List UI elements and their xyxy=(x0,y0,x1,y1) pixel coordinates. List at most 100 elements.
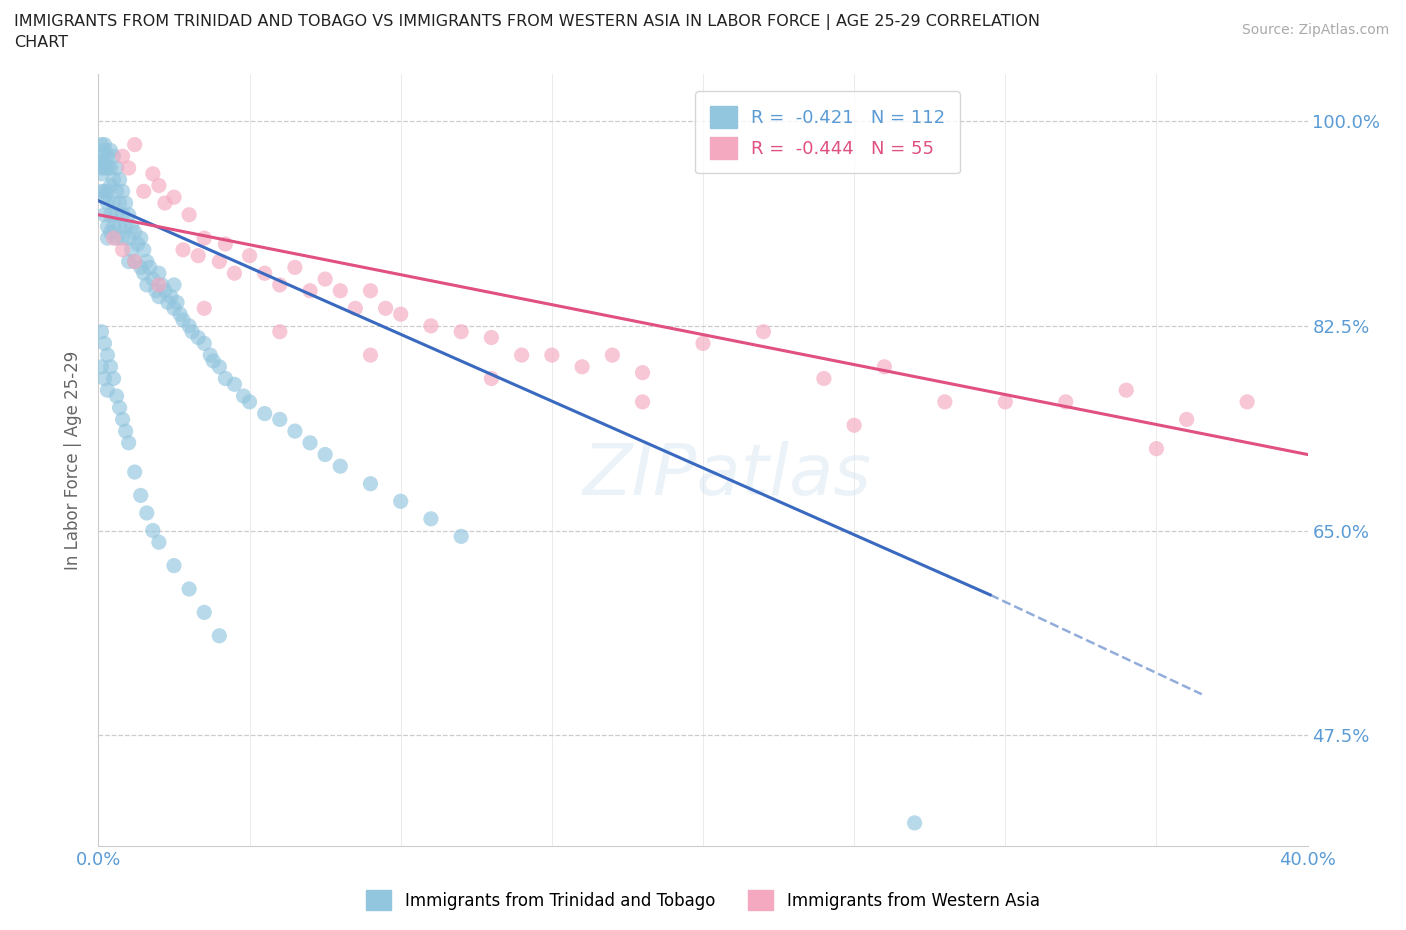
Point xyxy=(752,325,775,339)
Point xyxy=(1115,383,1137,398)
Point xyxy=(105,184,128,199)
Point xyxy=(90,359,112,374)
Point xyxy=(602,348,624,363)
Y-axis label: In Labor Force | Age 25-29: In Labor Force | Age 25-29 xyxy=(65,351,83,570)
Point xyxy=(96,231,118,246)
Point xyxy=(124,254,146,269)
Point xyxy=(389,494,412,509)
Point xyxy=(96,161,118,176)
Point xyxy=(103,371,125,386)
Point xyxy=(193,604,215,619)
Point xyxy=(111,412,134,427)
Point xyxy=(93,207,115,222)
Point xyxy=(179,581,201,596)
Legend: R =  -0.421   N = 112, R =  -0.444   N = 55: R = -0.421 N = 112, R = -0.444 N = 55 xyxy=(696,91,960,173)
Point xyxy=(172,312,194,327)
Point xyxy=(224,266,246,281)
Point xyxy=(148,277,170,292)
Point xyxy=(269,277,291,292)
Point xyxy=(135,277,157,292)
Point xyxy=(224,377,246,392)
Point xyxy=(145,284,167,299)
Point xyxy=(118,231,141,246)
Point xyxy=(200,348,222,363)
Point xyxy=(96,348,118,363)
Point xyxy=(253,406,276,421)
Point xyxy=(132,266,155,281)
Point xyxy=(124,254,146,269)
Text: Source: ZipAtlas.com: Source: ZipAtlas.com xyxy=(1241,23,1389,37)
Point xyxy=(105,231,128,246)
Point xyxy=(111,149,134,164)
Point xyxy=(934,394,956,409)
Point xyxy=(96,219,118,233)
Point xyxy=(148,289,170,304)
Point xyxy=(105,389,128,404)
Point xyxy=(450,529,472,544)
Point xyxy=(156,295,179,310)
Point xyxy=(269,412,291,427)
Point xyxy=(187,330,209,345)
Point xyxy=(93,137,115,152)
Point xyxy=(360,348,382,363)
Point xyxy=(129,260,152,275)
Point xyxy=(132,184,155,199)
Point xyxy=(111,184,134,199)
Point xyxy=(111,231,134,246)
Point xyxy=(299,284,322,299)
Point xyxy=(108,219,131,233)
Point xyxy=(118,207,141,222)
Point xyxy=(124,225,146,240)
Point xyxy=(269,325,291,339)
Point xyxy=(148,535,170,550)
Point xyxy=(420,318,443,333)
Point xyxy=(118,254,141,269)
Point xyxy=(96,149,118,164)
Point xyxy=(90,166,112,181)
Point xyxy=(510,348,533,363)
Point xyxy=(1236,394,1258,409)
Point xyxy=(100,359,122,374)
Point xyxy=(135,254,157,269)
Point xyxy=(114,219,136,233)
Point xyxy=(132,243,155,258)
Point xyxy=(163,558,186,573)
Point xyxy=(103,172,125,187)
Point xyxy=(93,371,115,386)
Point xyxy=(208,629,231,644)
Point xyxy=(93,143,115,158)
Point xyxy=(153,195,176,210)
Point xyxy=(481,371,503,386)
Text: IMMIGRANTS FROM TRINIDAD AND TOBAGO VS IMMIGRANTS FROM WESTERN ASIA IN LABOR FOR: IMMIGRANTS FROM TRINIDAD AND TOBAGO VS I… xyxy=(14,14,1040,30)
Point xyxy=(103,195,125,210)
Point xyxy=(100,207,122,222)
Point xyxy=(142,272,165,286)
Point xyxy=(193,336,215,351)
Point xyxy=(187,248,209,263)
Point xyxy=(127,236,149,251)
Point xyxy=(90,184,112,199)
Point xyxy=(90,325,112,339)
Point xyxy=(90,149,112,164)
Point xyxy=(96,195,118,210)
Point xyxy=(142,166,165,181)
Point xyxy=(179,318,201,333)
Point xyxy=(1175,412,1198,427)
Point xyxy=(420,512,443,526)
Point xyxy=(163,190,186,205)
Point xyxy=(90,154,112,169)
Point xyxy=(96,184,118,199)
Point xyxy=(111,243,134,258)
Point xyxy=(179,207,201,222)
Point xyxy=(208,254,231,269)
Point xyxy=(374,301,396,316)
Point xyxy=(118,435,141,450)
Point xyxy=(389,307,412,322)
Point xyxy=(166,295,188,310)
Point xyxy=(344,301,367,316)
Legend: Immigrants from Trinidad and Tobago, Immigrants from Western Asia: Immigrants from Trinidad and Tobago, Imm… xyxy=(360,884,1046,917)
Point xyxy=(329,458,352,473)
Text: ZIPatlas: ZIPatlas xyxy=(582,442,872,511)
Point xyxy=(329,284,352,299)
Point xyxy=(142,523,165,538)
